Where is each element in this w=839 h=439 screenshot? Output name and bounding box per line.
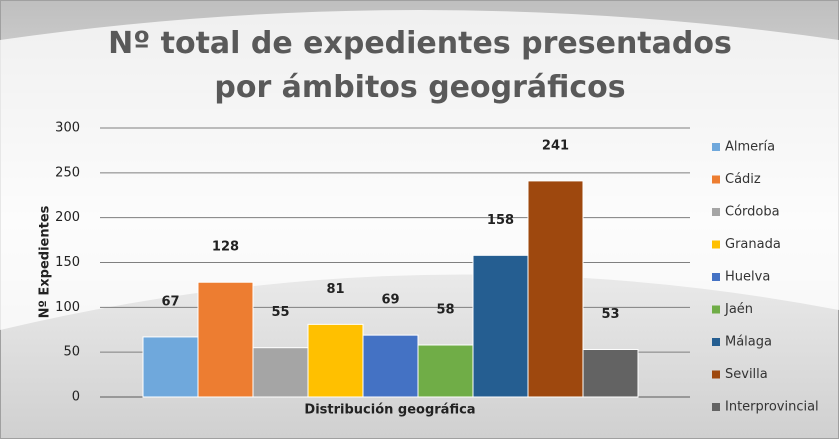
data-label: 241 <box>542 138 569 153</box>
legend-label: Sevilla <box>725 367 768 382</box>
legend-label: Jaén <box>724 302 753 317</box>
data-label: 69 <box>381 293 399 308</box>
y-tick-label: 50 <box>63 345 80 360</box>
legend-swatch <box>712 175 720 184</box>
legend-label: Granada <box>725 237 781 252</box>
data-label: 53 <box>601 307 619 322</box>
y-tick-label: 250 <box>55 165 80 180</box>
legend-swatch <box>712 338 720 346</box>
bar <box>582 348 639 398</box>
legend-swatch <box>712 305 720 314</box>
bar <box>472 254 529 398</box>
bar <box>417 344 474 398</box>
data-label: 58 <box>436 302 454 317</box>
legend-label: Huelva <box>725 270 770 285</box>
data-label: 158 <box>487 213 514 228</box>
y-tick-label: 100 <box>55 300 80 315</box>
legend-label: Interprovincial <box>725 400 819 415</box>
y-axis-title: Nº Expedientes <box>38 205 53 318</box>
legend-swatch <box>712 370 720 379</box>
data-label: 81 <box>326 282 344 297</box>
x-axis-title: Distribución geográfica <box>304 403 475 418</box>
legend-swatch <box>712 273 720 281</box>
data-label: 67 <box>161 294 179 309</box>
data-label: 128 <box>212 240 239 255</box>
legend-swatch <box>712 403 720 411</box>
legend-label: Almería <box>725 140 775 155</box>
y-tick-label: 0 <box>72 390 80 405</box>
y-tick-label: 200 <box>55 210 80 225</box>
data-label: 55 <box>271 305 289 320</box>
chart-title: Nº total de expedientes presentados por … <box>108 26 732 105</box>
bar <box>527 180 584 398</box>
legend-label: Cádiz <box>725 172 761 187</box>
background-wave <box>0 10 839 330</box>
legend-swatch <box>712 240 720 249</box>
bar <box>362 334 419 398</box>
bar <box>197 281 254 398</box>
y-tick-label: 150 <box>55 255 80 270</box>
legend-swatch <box>712 143 720 151</box>
bar <box>307 323 364 398</box>
legend-swatch <box>712 208 720 216</box>
legend-label: Málaga <box>725 335 772 350</box>
bar <box>252 347 309 398</box>
legend-label: Córdoba <box>725 205 780 220</box>
bar <box>142 336 199 398</box>
y-tick-label: 300 <box>55 121 80 136</box>
